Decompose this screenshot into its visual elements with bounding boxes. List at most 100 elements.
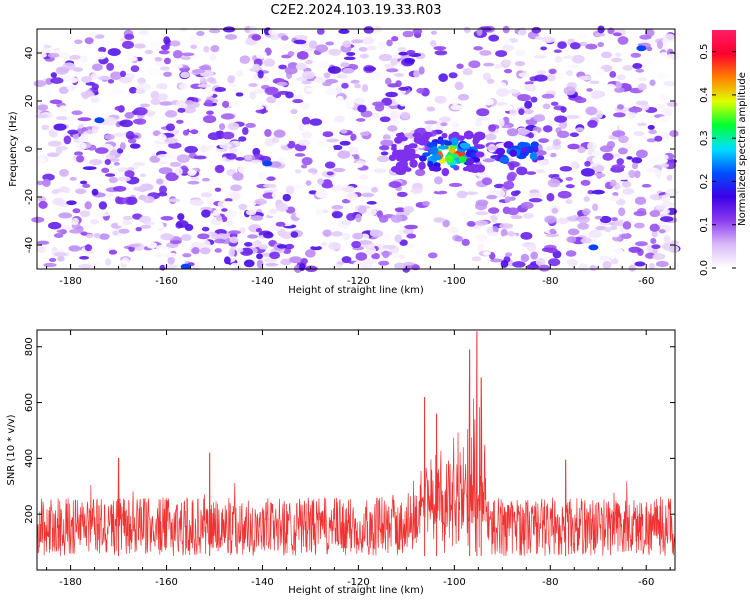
- spectrogram-cell: [403, 228, 415, 235]
- spectrogram-cell: [299, 102, 311, 110]
- spectrogram-cell: [214, 86, 227, 92]
- spectrogram-cell: [388, 181, 402, 189]
- spectrogram-cell: [285, 185, 295, 195]
- spectrogram-cell: [403, 261, 415, 266]
- spectrogram-cell: [305, 87, 314, 93]
- spectrogram-cell: [660, 216, 674, 223]
- spectrogram-cell: [499, 156, 510, 163]
- spectrogram-cell: [449, 137, 459, 146]
- spectrogram-cell: [369, 229, 384, 238]
- y-tick-label: 600: [24, 393, 35, 412]
- spectrogram-cell: [604, 83, 617, 93]
- spectrogram-cell: [525, 171, 537, 175]
- spectrogram-cell: [595, 110, 603, 119]
- spectrogram-cell: [495, 147, 506, 156]
- spectrogram-cell: [488, 34, 500, 42]
- spectrogram-cell: [380, 139, 394, 147]
- spectrogram-cell: [295, 62, 307, 71]
- spectrogram-cell: [347, 146, 360, 155]
- colorbar-tick-label: 0.0: [699, 260, 710, 276]
- spectrogram-cell: [133, 43, 146, 49]
- spectrogram-cell: [60, 224, 71, 230]
- spectrogram-cell: [413, 70, 420, 78]
- spectrogram-cell: [546, 247, 558, 254]
- spectrogram-cell: [315, 44, 329, 53]
- spectrogram-cell: [630, 52, 642, 58]
- spectrogram-cell: [317, 61, 329, 69]
- spectrogram-cell: [207, 152, 221, 160]
- spectrogram-cell: [326, 138, 339, 143]
- spectrogram-cell: [488, 207, 500, 214]
- spectrogram-cell: [520, 253, 530, 263]
- spectrogram-cell: [336, 260, 345, 265]
- spectrogram-cell: [502, 245, 515, 252]
- spectrogram-cell: [146, 241, 157, 249]
- spectrogram-cell: [79, 55, 88, 63]
- spectrogram-cell: [649, 210, 661, 218]
- spectrogram-cell: [245, 122, 256, 129]
- spectrogram-cell: [658, 116, 669, 123]
- spectrogram-cell: [199, 146, 210, 153]
- spectrogram-cell: [224, 33, 238, 40]
- spectrogram-cell: [406, 49, 416, 56]
- spectrogram-cell: [409, 159, 418, 168]
- spectrogram-cell: [418, 139, 430, 146]
- spectrogram-cell: [193, 155, 207, 160]
- spectrogram-cell: [286, 140, 296, 149]
- spectrogram-cell: [614, 87, 625, 93]
- spectrogram-cell: [252, 105, 264, 110]
- spectrogram-cell: [548, 258, 561, 267]
- spectrogram-cell: [358, 46, 368, 52]
- spectrogram-cell: [618, 122, 626, 132]
- spectrogram-cell: [210, 44, 220, 53]
- spectrogram-cell: [437, 145, 449, 150]
- spectrogram-cell: [114, 106, 123, 111]
- spectrogram-cell: [293, 94, 304, 101]
- spectrogram-cell: [122, 215, 133, 221]
- spectrogram-cell: [93, 232, 101, 239]
- spectrogram-cell: [342, 67, 355, 74]
- spectrogram-cell: [365, 246, 377, 255]
- spectrogram-cell: [224, 209, 238, 218]
- spectrogram-cell: [512, 261, 526, 268]
- spectrogram-cell: [280, 35, 289, 41]
- colorbar-tick-label: 0.2: [699, 174, 710, 190]
- spectrogram-cell: [232, 172, 244, 181]
- y-tick-label: 20: [24, 95, 35, 108]
- spectrogram-cell: [385, 91, 398, 98]
- spectrogram-cell: [520, 201, 534, 210]
- spectrogram-cell: [666, 174, 673, 182]
- spectrogram-cell: [386, 39, 393, 47]
- spectrogram-cell: [305, 180, 312, 186]
- spectrogram-cell: [578, 263, 589, 272]
- spectrogram-cell: [569, 42, 581, 50]
- spectrogram-cell: [600, 51, 613, 59]
- spectrogram-cell: [582, 208, 591, 216]
- spectrogram-cell: [501, 104, 513, 112]
- spectrogram-cell: [364, 207, 377, 217]
- spectrogram-cell: [557, 41, 567, 49]
- spectrogram-cell: [466, 220, 476, 227]
- spectrogram-cell: [622, 65, 634, 71]
- x-tick-label: -180: [59, 276, 82, 287]
- spectrogram-cell: [341, 185, 355, 193]
- spectrogram-cell: [257, 69, 264, 79]
- colorbar-ticks: 0.0 0.1 0.2 0.3 0.4 0.5: [699, 44, 736, 276]
- spectrogram-cell: [504, 252, 513, 257]
- snr-x-label: Height of straight line (km): [288, 585, 424, 596]
- spectrogram-cell: [37, 156, 46, 164]
- spectrogram-cell: [287, 51, 295, 57]
- spectrogram-cell: [336, 73, 348, 79]
- spectrogram-cell: [652, 253, 664, 260]
- spectrogram-cell: [209, 53, 217, 61]
- spectrogram-cell: [273, 129, 286, 138]
- spectrogram-cell: [78, 264, 93, 269]
- spectrogram-cell: [263, 58, 276, 67]
- spectrogram-cell: [180, 71, 190, 79]
- spectrogram-cell: [305, 249, 316, 258]
- spectrogram-cell: [331, 211, 343, 219]
- spectrogram-cell: [451, 122, 461, 128]
- spectrogram-cell: [482, 158, 495, 163]
- spectrogram-cell: [338, 29, 350, 34]
- spectrogram-cell: [218, 108, 227, 115]
